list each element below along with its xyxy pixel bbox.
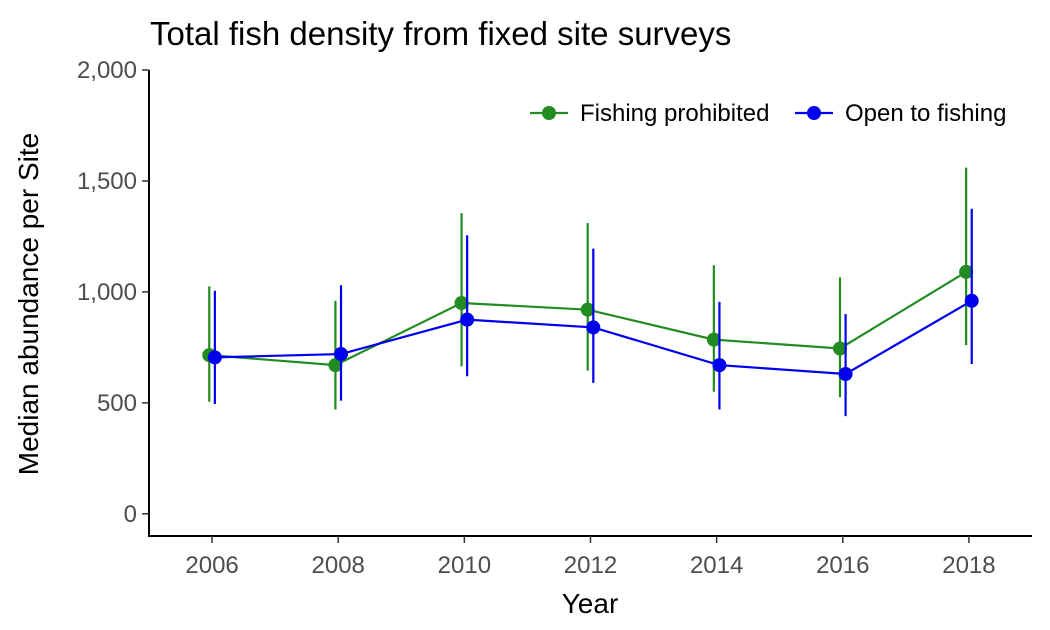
x-tick-label: 2010 xyxy=(438,552,491,579)
data-point xyxy=(832,341,847,356)
series-fishing-prohibited xyxy=(202,167,974,410)
chart-title: Total fish density from fixed site surve… xyxy=(150,15,731,52)
x-tick-label: 2016 xyxy=(816,552,869,579)
x-tick-label: 2014 xyxy=(690,552,743,579)
series-open-to-fishing xyxy=(207,208,979,417)
x-tick-label: 2012 xyxy=(564,552,617,579)
data-point xyxy=(586,320,601,335)
data-point xyxy=(460,312,475,327)
y-tick-label: 500 xyxy=(97,390,137,417)
data-point xyxy=(712,358,727,373)
y-tick-label: 1,000 xyxy=(77,279,137,306)
data-point xyxy=(328,358,343,373)
x-axis-title: Year xyxy=(562,588,619,619)
legend-key-marker xyxy=(542,106,556,120)
data-point xyxy=(334,347,349,362)
legend-label: Fishing prohibited xyxy=(580,100,769,127)
data-point xyxy=(207,350,222,365)
data-point xyxy=(959,264,974,279)
y-tick-label: 1,500 xyxy=(77,168,137,195)
data-point xyxy=(580,302,595,317)
data-point xyxy=(964,293,979,308)
x-axis-ticks: 2006 2008 2010 2012 2014 2016 2018 xyxy=(185,536,996,579)
data-point xyxy=(454,296,469,310)
y-tick-label: 2,000 xyxy=(77,57,137,84)
x-tick-label: 2018 xyxy=(942,552,995,579)
legend-label: Open to fishing xyxy=(845,100,1006,127)
x-tick-label: 2006 xyxy=(185,552,238,579)
legend: Fishing prohibited Open to fishing xyxy=(530,100,1006,127)
y-tick-label: 0 xyxy=(124,501,137,528)
data-point xyxy=(706,332,721,347)
legend-key-marker xyxy=(807,106,821,120)
y-axis-ticks: 0 500 1,000 1,500 2,000 xyxy=(77,57,149,528)
data-point xyxy=(838,367,853,382)
y-axis-title: Median abundance per Site xyxy=(13,133,44,475)
x-tick-label: 2008 xyxy=(312,552,365,579)
series-layer xyxy=(202,167,979,417)
